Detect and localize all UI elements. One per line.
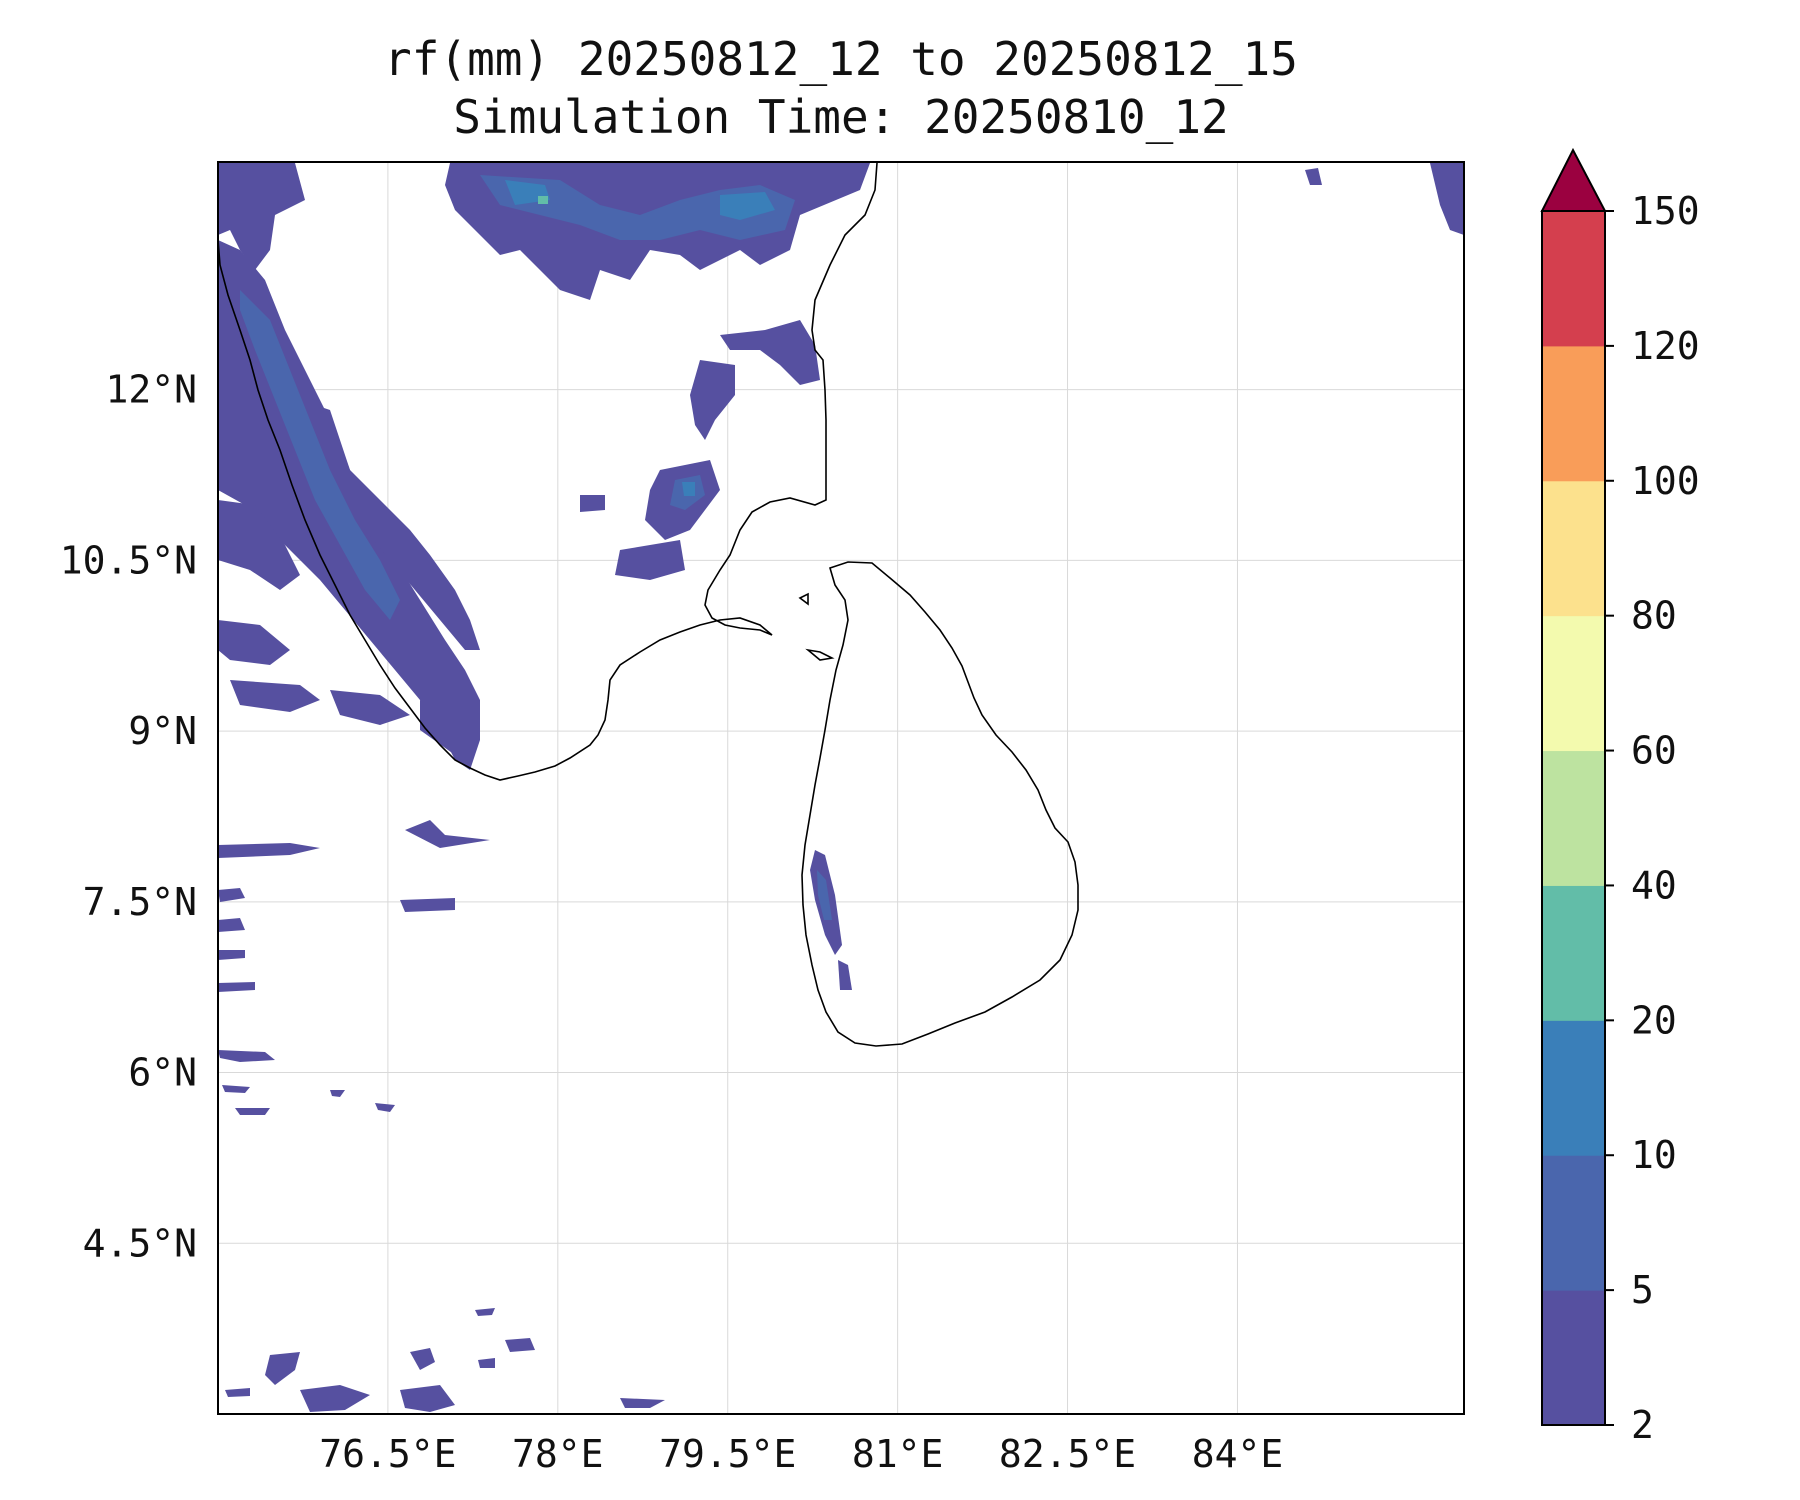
- rain-heavy-north-2: [720, 192, 775, 220]
- rain-area-south-1: [218, 843, 320, 858]
- rain-area-coromandel: [720, 320, 820, 385]
- colorbar: 2 5 10 20 40 60 80 100 120 150: [1540, 147, 1700, 1447]
- colorbar-segment: [1542, 750, 1605, 886]
- rainfall-contours: [218, 163, 1464, 1412]
- colorbar-segment: [1542, 885, 1605, 1021]
- rain-area-far-south-3: [300, 1385, 370, 1412]
- colorbar-tick-label: 2: [1631, 1403, 1654, 1447]
- colorbar-tick-label: 80: [1631, 594, 1677, 638]
- rain-area-far-south-7: [505, 1338, 535, 1352]
- x-axis-ticks: 76.5°E 78°E 79.5°E 81°E 82.5°E 84°E: [319, 1432, 1283, 1476]
- rain-mid-north: [480, 175, 795, 240]
- colorbar-tick-label: 150: [1631, 189, 1700, 233]
- colorbar-segment: [1542, 211, 1605, 347]
- rain-area-srilanka-southwest: [838, 960, 852, 990]
- rain-area-far-south-2: [410, 1348, 435, 1370]
- y-axis-ticks: 12°N 10.5°N 9°N 7.5°N 6°N 4.5°N: [60, 368, 197, 1266]
- x-tick-label: 84°E: [1192, 1432, 1284, 1476]
- rain-area-far-south-4: [400, 1385, 455, 1412]
- title-line-1: rf(mm) 20250812_12 to 20250812_15: [384, 32, 1298, 86]
- rain-mid-srilanka: [817, 870, 832, 920]
- rain-area-west-offshore-1: [218, 500, 300, 590]
- colorbar-extend-arrow: [1540, 147, 1607, 212]
- y-tick-label: 7.5°N: [83, 880, 197, 924]
- y-tick-label: 12°N: [105, 368, 197, 412]
- rain-area-south-5: [218, 918, 245, 932]
- colorbar-tick-label: 60: [1631, 729, 1677, 773]
- rain-area-west-offshore-4: [330, 690, 410, 725]
- rain-area-west-offshore-2: [218, 620, 290, 665]
- rain-area-south-4: [400, 898, 455, 912]
- rain-area-south-10: [235, 1108, 270, 1115]
- colorbar-segment: [1542, 1020, 1605, 1156]
- rain-area-tamil-4: [580, 495, 605, 512]
- rain-mid-kerala: [240, 290, 400, 620]
- rain-area-tamil-3: [615, 540, 685, 580]
- title-line-2: Simulation Time: 20250810_12: [453, 90, 1229, 144]
- map-frame: [217, 161, 1465, 1415]
- rain-heavy-tamil: [682, 482, 695, 496]
- y-tick-label: 9°N: [128, 709, 197, 753]
- colorbar-tick-label: 40: [1631, 863, 1677, 907]
- rain-area-far-south-1: [265, 1352, 300, 1385]
- rain-area-west-offshore-5: [420, 700, 470, 755]
- rain-area-ne-speck: [1305, 168, 1322, 185]
- colorbar-tick-label: 100: [1631, 459, 1700, 503]
- rain-band-5-10: [240, 175, 832, 920]
- rain-area-far-south-5: [225, 1388, 250, 1397]
- rain-area-south-2: [405, 820, 490, 848]
- colorbar-tick-label: 10: [1631, 1133, 1677, 1177]
- rain-area-western-ghats: [300, 400, 480, 650]
- rain-area-far-south-8: [620, 1398, 665, 1408]
- colorbar-ticks: 2 5 10 20 40 60 80 100 120 150: [1605, 189, 1700, 1447]
- rain-area-south-12: [330, 1090, 345, 1097]
- colorbar-segment: [1542, 1155, 1605, 1291]
- colorbar-segment: [1542, 615, 1605, 752]
- rain-area-northeast-corner: [1430, 163, 1464, 235]
- x-tick-label: 82.5°E: [999, 1432, 1136, 1476]
- rain-area-south-3: [218, 888, 245, 902]
- colorbar-tick-label: 5: [1631, 1268, 1654, 1312]
- rain-band-2-5: [218, 163, 1464, 1412]
- rain-area-far-south-6: [478, 1358, 495, 1368]
- coastline-jaffna-islet: [798, 592, 809, 606]
- coastline-india: [218, 162, 878, 781]
- colorbar-frame: [1541, 210, 1606, 1426]
- gridlines: [218, 162, 1464, 1414]
- rain-area-south-8: [218, 1050, 275, 1062]
- x-tick-label: 79.5°E: [659, 1432, 796, 1476]
- y-tick-label: 10.5°N: [60, 538, 197, 582]
- rain-area-west-offshore-3: [230, 680, 320, 712]
- coastline-mannar-island: [805, 648, 835, 661]
- rain-area-south-11: [375, 1103, 395, 1112]
- colorbar-segment: [1542, 1290, 1605, 1426]
- colorbar-segment: [1542, 480, 1605, 617]
- rain-area-northwest-corner: [218, 163, 305, 270]
- rain-area-south-6: [218, 950, 245, 960]
- colorbar-tick-label: 120: [1631, 324, 1700, 368]
- coastline-srilanka: [801, 561, 1079, 1047]
- y-tick-label: 6°N: [128, 1051, 197, 1095]
- y-tick-label: 4.5°N: [83, 1221, 197, 1265]
- rain-area-far-south-9: [475, 1308, 495, 1316]
- rain-area-tamil-1: [690, 360, 735, 440]
- colorbar-segments: [1542, 211, 1605, 1426]
- rain-area-south-9: [222, 1085, 250, 1093]
- x-tick-label: 81°E: [852, 1432, 944, 1476]
- x-tick-label: 76.5°E: [319, 1432, 456, 1476]
- rain-max-spot: [538, 196, 548, 204]
- rain-area-south-7: [218, 982, 255, 992]
- map-title: rf(mm) 20250812_12 to 20250812_15 Simula…: [218, 30, 1464, 146]
- colorbar-segment: [1542, 345, 1605, 482]
- x-tick-label: 78°E: [512, 1432, 604, 1476]
- colorbar-tick-label: 20: [1631, 998, 1677, 1042]
- coastlines: [218, 162, 1079, 1047]
